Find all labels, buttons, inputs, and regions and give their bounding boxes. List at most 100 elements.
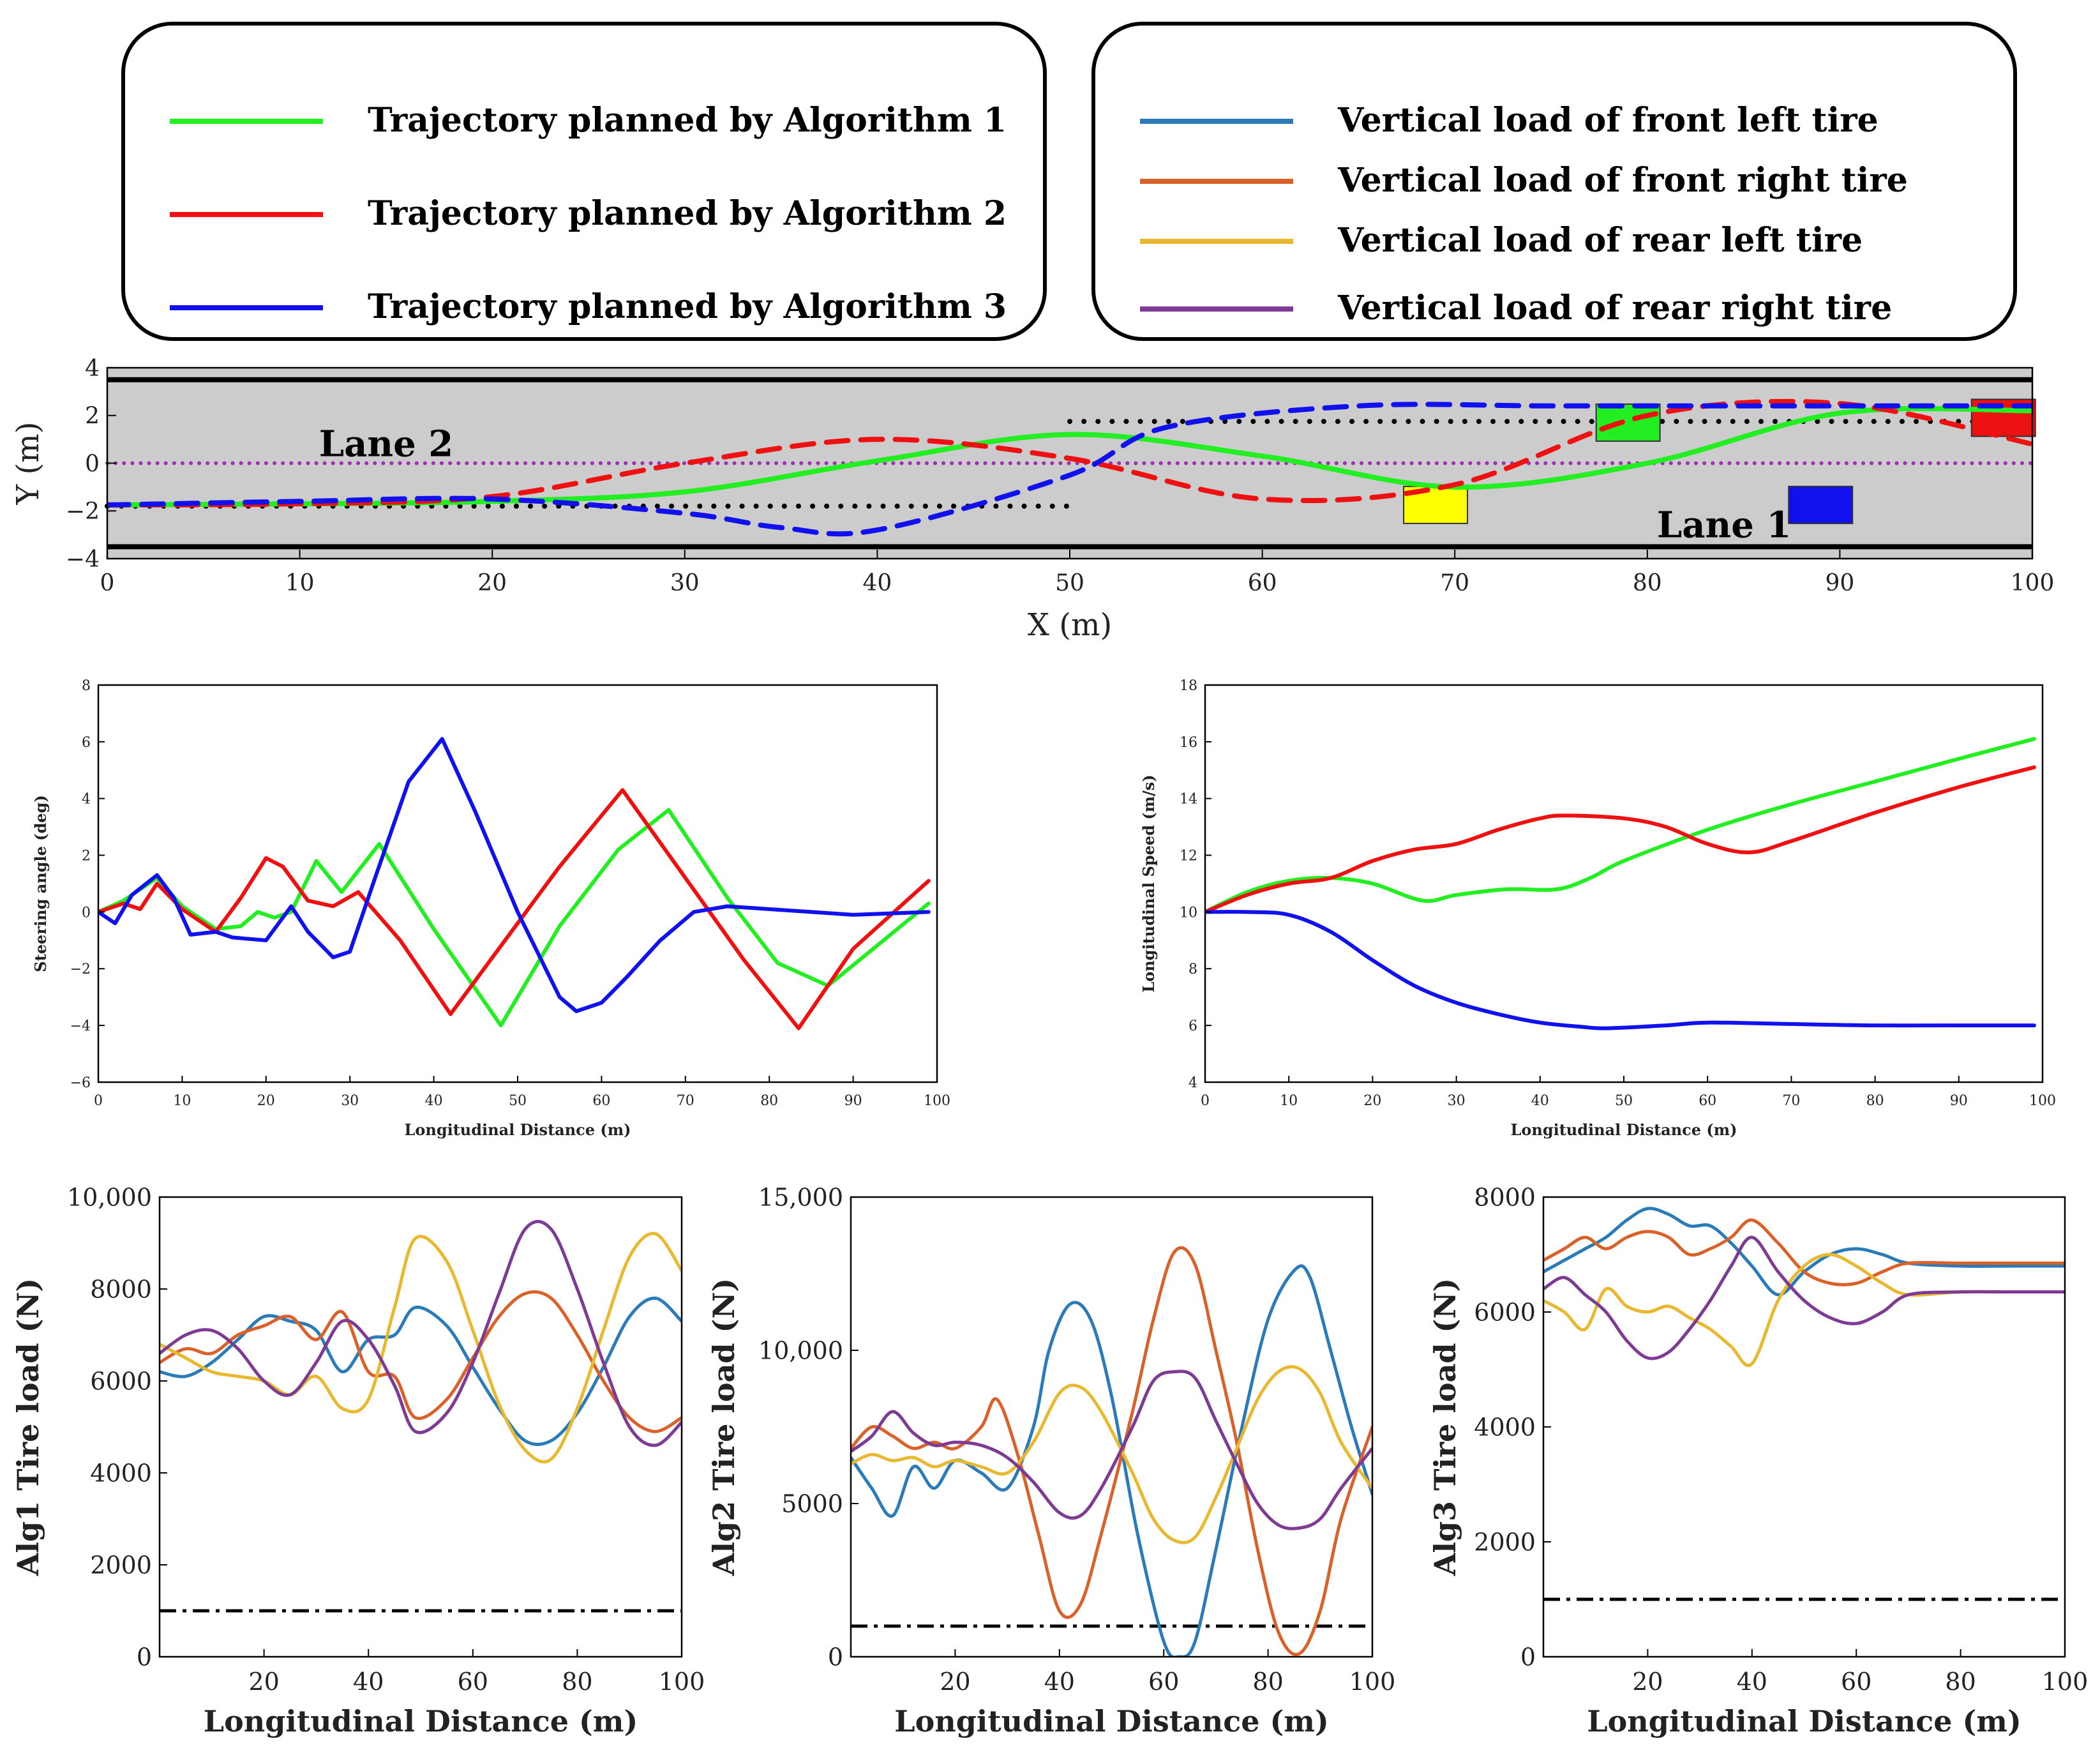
legend-swatch-rear-right — [1140, 306, 1293, 312]
y-axis-label: Y (m) — [10, 422, 46, 506]
legend-swatch-algorithm-3 — [170, 305, 323, 310]
series-line-1 — [1205, 765, 2036, 914]
x-tick-label: 30 — [1448, 1093, 1466, 1109]
x-tick-label: 20 — [1363, 1093, 1381, 1109]
x-tick-label: 20 — [940, 1668, 970, 1696]
chart-speed: 0 10 20 30 40 50 60 70 80 90 100 4 6 8 10 12 14 16 18 Longi… — [1139, 678, 2056, 1139]
x-tick-label: 60 — [1699, 1093, 1716, 1109]
y-tick-label: 12 — [1180, 848, 1197, 864]
x-tick-label: 10 — [1280, 1093, 1298, 1109]
y-tick-label: 8 — [82, 678, 91, 694]
axes-frame — [158, 1196, 683, 1658]
legend-item-algorithm-2: Trajectory planned by Algorithm 2 — [125, 189, 1043, 240]
x-tick-label: 10 — [173, 1093, 191, 1109]
y-tick-label: −2 — [70, 961, 91, 977]
legend-algorithms: Trajectory planned by Algorithm 1 Trajec… — [121, 22, 1047, 341]
x-tick-label: 30 — [341, 1093, 359, 1109]
y-tick-label: 10,000 — [758, 1337, 843, 1365]
y-tick-label: 0 — [137, 1643, 152, 1671]
y-tick-label: 2000 — [90, 1551, 152, 1580]
legend-item-front-right: Vertical load of front right tire — [1095, 156, 2013, 207]
x-tick-label: 80 — [1866, 1093, 1884, 1109]
x-tick-label: 0 — [94, 1093, 103, 1109]
x-tick-label: 30 — [670, 570, 700, 596]
legend-label-algorithm-3: Trajectory planned by Algorithm 3 — [368, 287, 1007, 326]
x-tick-label: 100 — [1349, 1668, 1396, 1696]
y-tick-label: −4 — [66, 547, 100, 573]
legend-item-front-left: Vertical load of front left tire — [1095, 96, 2013, 147]
y-tick-label: 5000 — [781, 1490, 843, 1518]
y-tick-label: 10,000 — [67, 1184, 152, 1212]
x-tick-label: 40 — [1737, 1668, 1767, 1696]
series-group — [1205, 737, 2036, 1030]
lane-annotation: Lane 2 — [319, 423, 453, 465]
legend-label-rear-left: Vertical load of rear left tire — [1338, 221, 1863, 260]
series-line-2 — [1205, 910, 2036, 1030]
y-tick-label: 18 — [1180, 678, 1197, 694]
series-line-2 — [851, 1365, 1372, 1544]
series-line-3 — [160, 1219, 682, 1447]
x-tick-label: 0 — [100, 570, 115, 596]
series-line-2 — [107, 402, 2032, 537]
x-axis-label: Longitudinal Distance (m) — [204, 1704, 638, 1738]
y-tick-label: 4 — [85, 356, 100, 382]
y-tick-label: 6 — [1189, 1018, 1197, 1034]
legend-item-algorithm-3: Trajectory planned by Algorithm 3 — [125, 282, 1043, 333]
x-tick-label: 20 — [257, 1093, 275, 1109]
y-axis-label: Longitudinal Speed (m/s) — [1139, 774, 1158, 992]
legend-swatch-front-right — [1140, 179, 1293, 184]
x-tick-label: 40 — [862, 570, 892, 596]
obstacle-vehicle-2 — [1788, 485, 1854, 524]
legend-item-rear-left: Vertical load of rear left tire — [1095, 216, 2013, 267]
x-tick-label: 60 — [592, 1093, 610, 1109]
x-tick-label: 70 — [1782, 1093, 1800, 1109]
legend-swatch-front-left — [1140, 119, 1293, 124]
x-tick-label: 10 — [285, 570, 315, 596]
y-tick-label: 0 — [85, 451, 100, 477]
x-tick-label: 100 — [2029, 1093, 2056, 1109]
legend-label-front-left: Vertical load of front left tire — [1338, 101, 1879, 140]
x-tick-label: 70 — [677, 1093, 694, 1109]
y-tick-label: 2 — [82, 848, 91, 864]
series-line-3 — [1543, 1235, 2065, 1361]
series-line-0 — [160, 1296, 682, 1446]
series-line-0 — [98, 808, 931, 1028]
y-tick-label: 0 — [82, 905, 91, 921]
x-tick-label: 20 — [248, 1668, 279, 1696]
x-tick-label: 80 — [1633, 570, 1662, 596]
chart-alg3: 20 40 60 80 100 0 2000 4000 6000 8000 Longitudinal… — [1428, 1184, 2088, 1738]
legend-label-rear-right: Vertical load of rear right tire — [1338, 289, 1893, 328]
y-axis-label: Steering angle (deg) — [31, 795, 50, 972]
series-line-1 — [1543, 1218, 2065, 1286]
series-group — [107, 398, 2032, 537]
y-tick-label: −2 — [66, 499, 100, 525]
series-line-0 — [851, 1264, 1372, 1657]
plot-area — [1205, 685, 2043, 1082]
y-tick-label: 16 — [1180, 735, 1197, 751]
obstacle-vehicle-1 — [1595, 403, 1661, 442]
x-tick-label: 40 — [1044, 1668, 1075, 1696]
y-tick-label: 2 — [85, 403, 100, 430]
y-tick-label: 6000 — [1474, 1299, 1536, 1327]
y-tick-label: 10 — [1180, 905, 1197, 921]
x-tick-label: 90 — [1950, 1093, 1968, 1109]
x-tick-label: 40 — [425, 1093, 443, 1109]
series-line-1 — [98, 788, 931, 1030]
x-tick-label: 60 — [1841, 1668, 1871, 1696]
legend-label-algorithm-1: Trajectory planned by Algorithm 1 — [368, 101, 1007, 140]
x-tick-label: 60 — [1248, 570, 1277, 596]
series-group — [851, 1246, 1372, 1657]
x-tick-label: 100 — [924, 1093, 950, 1109]
plot-area — [160, 1197, 682, 1657]
x-axis-label: Longitudinal Distance (m) — [1510, 1120, 1737, 1139]
x-tick-label: 90 — [844, 1093, 862, 1109]
legend-item-rear-right: Vertical load of rear right tire — [1095, 283, 2013, 335]
x-tick-label: 80 — [1252, 1668, 1283, 1696]
legend-label-front-right: Vertical load of front right tire — [1338, 161, 1908, 200]
y-tick-label: 4 — [82, 792, 91, 808]
x-tick-label: 100 — [659, 1668, 705, 1696]
legend-item-algorithm-1: Trajectory planned by Algorithm 1 — [125, 96, 1043, 147]
y-tick-label: 8 — [1189, 961, 1197, 977]
x-tick-label: 60 — [1148, 1668, 1179, 1696]
